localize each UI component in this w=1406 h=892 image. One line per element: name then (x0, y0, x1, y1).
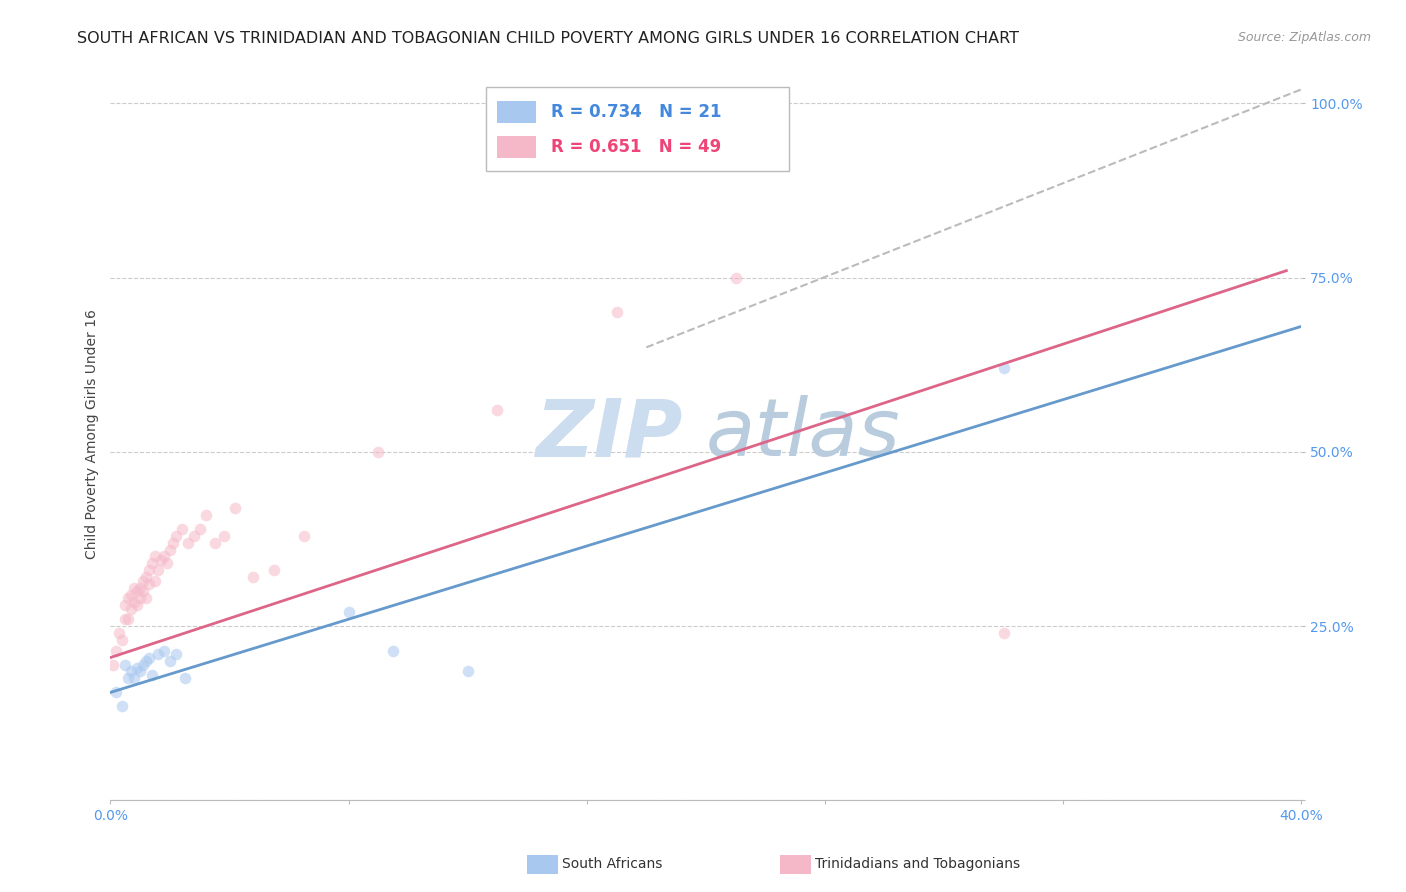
Text: R = 0.651   N = 49: R = 0.651 N = 49 (551, 138, 721, 156)
Point (159, 542, 181, 557)
Point (156, 557, 179, 571)
Point (141, 668, 163, 682)
Point (127, 584, 149, 599)
Point (105, 685, 128, 699)
Point (153, 643, 176, 657)
Point (242, 570, 264, 584)
Y-axis label: Child Poverty Among Girls Under 16: Child Poverty Among Girls Under 16 (86, 310, 100, 559)
Point (114, 612, 136, 626)
Point (114, 657, 136, 672)
Point (122, 595, 145, 609)
Point (292, 528, 315, 542)
Point (117, 672, 139, 686)
Point (605, 305, 627, 319)
Point (120, 665, 142, 679)
Point (138, 650, 160, 665)
Point (117, 591, 139, 606)
Point (127, 599, 149, 613)
Point (724, 270, 747, 285)
Text: atlas: atlas (706, 395, 901, 474)
Text: SOUTH AFRICAN VS TRINIDADIAN AND TOBAGONIAN CHILD POVERTY AMONG GIRLS UNDER 16 C: SOUTH AFRICAN VS TRINIDADIAN AND TOBAGON… (77, 31, 1019, 46)
Point (159, 654, 181, 668)
FancyBboxPatch shape (498, 136, 536, 158)
Point (132, 657, 155, 672)
Point (165, 647, 187, 661)
Point (165, 528, 187, 542)
Point (263, 563, 285, 577)
Point (135, 654, 157, 668)
Point (111, 633, 134, 648)
Point (122, 581, 145, 595)
Point (108, 626, 131, 640)
Point (114, 599, 136, 613)
Point (111, 699, 134, 714)
Point (486, 403, 509, 417)
Point (367, 445, 389, 459)
Text: R = 0.734   N = 21: R = 0.734 N = 21 (551, 103, 721, 121)
Point (170, 522, 193, 536)
Point (146, 647, 169, 661)
Point (146, 563, 169, 577)
Point (129, 581, 152, 595)
Point (457, 665, 479, 679)
Point (162, 535, 184, 549)
Point (993, 626, 1015, 640)
Point (212, 528, 235, 542)
Point (993, 361, 1015, 376)
Point (135, 591, 157, 606)
Point (143, 549, 166, 564)
Point (138, 563, 160, 577)
FancyBboxPatch shape (498, 102, 536, 123)
Point (194, 508, 217, 522)
Point (129, 665, 152, 679)
Point (150, 553, 173, 567)
Point (132, 584, 155, 599)
FancyBboxPatch shape (485, 87, 789, 171)
Point (135, 570, 157, 584)
Point (382, 643, 405, 657)
Point (129, 591, 152, 606)
Point (153, 549, 176, 564)
Point (337, 605, 360, 619)
Point (117, 612, 139, 626)
Text: Source: ZipAtlas.com: Source: ZipAtlas.com (1237, 31, 1371, 45)
Point (105, 643, 128, 657)
Point (141, 557, 163, 571)
Point (120, 601, 142, 615)
Point (183, 528, 205, 542)
Point (132, 574, 155, 588)
Point (143, 574, 166, 588)
Point (138, 577, 160, 591)
Text: South Africans: South Africans (562, 857, 662, 871)
Point (122, 672, 145, 686)
Point (188, 522, 211, 536)
Point (103, 657, 125, 672)
Text: Trinidadians and Tobagonians: Trinidadians and Tobagonians (815, 857, 1021, 871)
Point (120, 588, 142, 602)
Point (177, 535, 200, 549)
Point (127, 661, 149, 675)
Point (173, 672, 195, 686)
Text: ZIP: ZIP (534, 395, 682, 474)
Point (224, 500, 246, 515)
Point (204, 535, 226, 549)
